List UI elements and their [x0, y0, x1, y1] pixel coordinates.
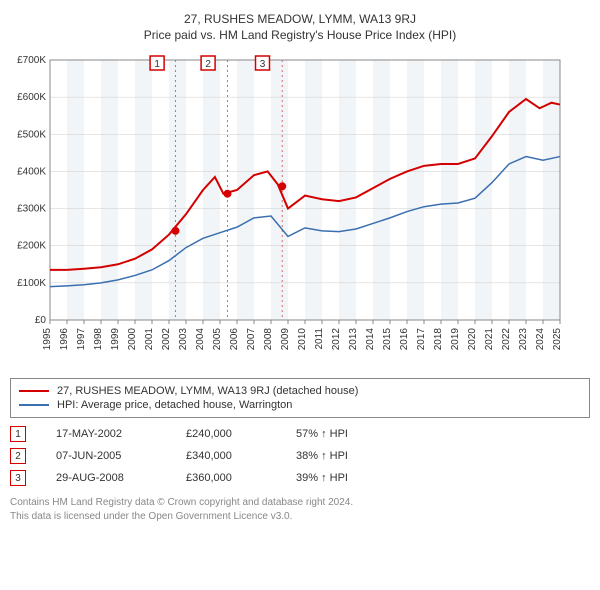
- svg-text:2022: 2022: [501, 328, 512, 351]
- svg-text:2023: 2023: [518, 328, 529, 351]
- svg-text:£400K: £400K: [17, 166, 46, 177]
- svg-text:2016: 2016: [399, 328, 410, 351]
- transaction-date: 17-MAY-2002: [56, 428, 156, 440]
- svg-text:2002: 2002: [161, 328, 172, 351]
- legend-row: 27, RUSHES MEADOW, LYMM, WA13 9RJ (detac…: [19, 385, 581, 397]
- svg-text:£0: £0: [35, 315, 47, 326]
- svg-text:2006: 2006: [229, 328, 240, 351]
- price-chart: £0 £100K £200K £300K £400K £500K £600K £700K 1 2 3…: [10, 50, 590, 370]
- svg-text:2024: 2024: [535, 328, 546, 351]
- page-title: 27, RUSHES MEADOW, LYMM, WA13 9RJ: [10, 12, 590, 26]
- transaction-marker: 2: [10, 448, 26, 464]
- chart-svg: £0 £100K £200K £300K £400K £500K £600K £700K 1 2 3…: [10, 50, 570, 370]
- page-subtitle: Price paid vs. HM Land Registry's House …: [10, 28, 590, 42]
- svg-text:1998: 1998: [93, 328, 104, 351]
- svg-text:2014: 2014: [365, 328, 376, 351]
- svg-text:1997: 1997: [76, 328, 87, 351]
- svg-text:2001: 2001: [144, 328, 155, 351]
- transaction-price: £240,000: [186, 428, 266, 440]
- svg-text:2025: 2025: [552, 328, 563, 351]
- svg-text:£500K: £500K: [17, 129, 46, 140]
- svg-text:2020: 2020: [467, 328, 478, 351]
- svg-text:2018: 2018: [433, 328, 444, 351]
- legend-box: 27, RUSHES MEADOW, LYMM, WA13 9RJ (detac…: [10, 378, 590, 418]
- svg-text:1996: 1996: [59, 328, 70, 351]
- svg-text:2008: 2008: [263, 328, 274, 351]
- svg-text:£600K: £600K: [17, 92, 46, 103]
- legend-label: HPI: Average price, detached house, Warr…: [57, 399, 292, 411]
- svg-text:£700K: £700K: [17, 55, 46, 66]
- svg-text:2009: 2009: [280, 328, 291, 351]
- svg-text:1: 1: [154, 59, 160, 70]
- license-text: Contains HM Land Registry data © Crown c…: [10, 496, 590, 524]
- svg-text:2011: 2011: [314, 328, 325, 350]
- svg-text:£100K: £100K: [17, 278, 46, 289]
- svg-text:2013: 2013: [348, 328, 359, 351]
- svg-text:2015: 2015: [382, 328, 393, 351]
- transaction-delta: 57% ↑ HPI: [296, 428, 348, 440]
- transaction-date: 07-JUN-2005: [56, 450, 156, 462]
- svg-text:2007: 2007: [246, 328, 257, 351]
- svg-text:2017: 2017: [416, 328, 427, 351]
- transaction-marker: 1: [10, 426, 26, 442]
- svg-text:2004: 2004: [195, 328, 206, 351]
- transaction-delta: 38% ↑ HPI: [296, 450, 348, 462]
- transactions-table: 1 17-MAY-2002 £240,000 57% ↑ HPI 2 07-JUN-200…: [10, 426, 590, 486]
- legend-swatch: [19, 404, 49, 406]
- svg-text:2: 2: [205, 59, 211, 70]
- svg-text:2019: 2019: [450, 328, 461, 351]
- transaction-row: 1 17-MAY-2002 £240,000 57% ↑ HPI: [10, 426, 590, 442]
- transaction-date: 29-AUG-2008: [56, 472, 156, 484]
- transaction-price: £360,000: [186, 472, 266, 484]
- transaction-row: 2 07-JUN-2005 £340,000 38% ↑ HPI: [10, 448, 590, 464]
- legend-label: 27, RUSHES MEADOW, LYMM, WA13 9RJ (detac…: [57, 385, 358, 397]
- svg-text:2010: 2010: [297, 328, 308, 351]
- svg-text:2012: 2012: [331, 328, 342, 351]
- svg-text:3: 3: [260, 59, 266, 70]
- transaction-marker: 3: [10, 470, 26, 486]
- svg-text:2003: 2003: [178, 328, 189, 351]
- license-line-2: This data is licensed under the Open Gov…: [10, 510, 590, 524]
- legend-row: HPI: Average price, detached house, Warr…: [19, 399, 581, 411]
- svg-text:£200K: £200K: [17, 241, 46, 252]
- license-line-1: Contains HM Land Registry data © Crown c…: [10, 496, 590, 510]
- transaction-delta: 39% ↑ HPI: [296, 472, 348, 484]
- svg-text:2000: 2000: [127, 328, 138, 351]
- transaction-price: £340,000: [186, 450, 266, 462]
- svg-text:1995: 1995: [42, 328, 53, 351]
- svg-text:2021: 2021: [484, 328, 495, 351]
- transaction-row: 3 29-AUG-2008 £360,000 39% ↑ HPI: [10, 470, 590, 486]
- svg-text:2005: 2005: [212, 328, 223, 351]
- svg-text:1999: 1999: [110, 328, 121, 351]
- svg-text:£300K: £300K: [17, 204, 46, 215]
- legend-swatch: [19, 390, 49, 392]
